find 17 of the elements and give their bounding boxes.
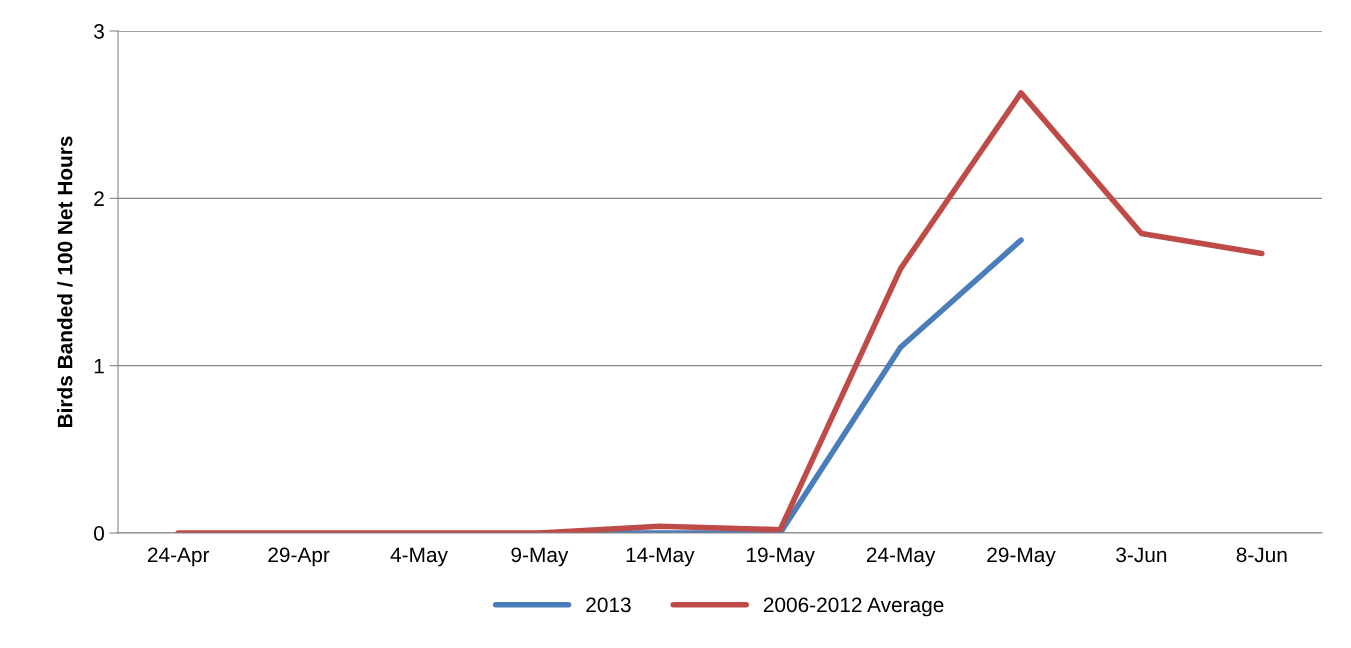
x-tick-label: 24-Apr [147, 547, 210, 567]
x-tick-label: 29-May [987, 547, 1056, 567]
x-tick-label: 14-May [626, 547, 695, 567]
x-tick-label: 3-Jun [1116, 547, 1167, 563]
x-tick-label: 8-Jun [1236, 547, 1287, 563]
x-tick-label: 4-May [390, 547, 448, 567]
y-axis-title: Birds Banded / 100 Net Hours [57, 136, 73, 428]
x-tick-label: 9-May [511, 547, 569, 567]
legend-label: 2006-2012 Average [763, 597, 944, 617]
y-tick-label: 1 [94, 358, 104, 374]
x-tick-label: 29-Apr [268, 547, 330, 567]
legend-label: 2013 [586, 597, 631, 613]
y-tick-label: 0 [94, 526, 104, 541]
x-tick-label: 19-May [747, 547, 815, 567]
y-tick-label: 2 [94, 191, 104, 206]
x-tick-label: 24-May [866, 547, 936, 567]
y-tick-label: 3 [94, 24, 104, 39]
